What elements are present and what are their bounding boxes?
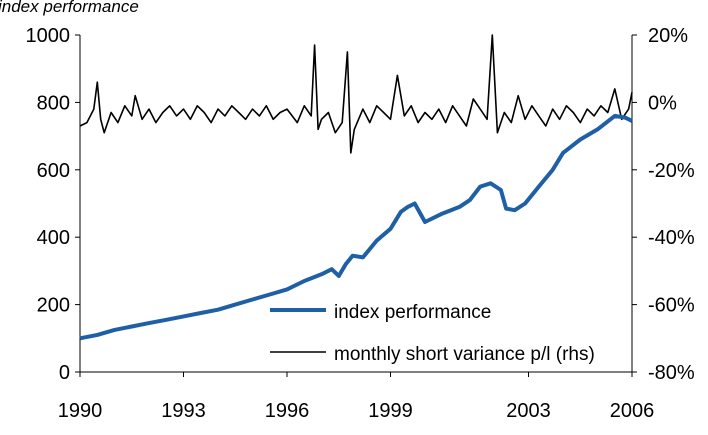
legend-label-index: index performance [334,302,491,323]
legend: index performance monthly short variance… [270,302,595,365]
left-tick-label: 200 [37,295,70,317]
left-tick-label: 1000 [26,25,71,47]
axes [79,35,633,373]
x-tick-label: 1999 [368,400,413,422]
series-line-variance [79,34,633,154]
right-axis-ticks: 20% 0% -20% -40% -60% -80% [632,25,695,384]
left-tick-label: 0 [59,362,70,384]
x-tick-label: 1990 [58,400,103,422]
left-tick-label: 600 [37,160,70,182]
x-tick-label: 2006 [610,400,655,422]
right-tick-label: -40% [648,227,695,249]
chart-title: index performance [0,0,139,16]
x-tick-label: 1996 [265,400,310,422]
right-tick-label: 0% [648,92,677,114]
right-tick-label: 20% [648,25,688,47]
legend-label-variance: monthly short variance p/l (rhs) [334,344,595,365]
right-tick-label: -60% [648,295,695,317]
series-line-index [79,113,633,341]
left-tick-label: 400 [37,227,70,249]
series-layer [79,34,633,341]
right-tick-label: -20% [648,160,695,182]
left-tick-label: 800 [37,92,70,114]
left-axis-ticks: 1000 800 600 400 200 0 [26,25,80,384]
x-tick-label: 1993 [161,400,206,422]
x-axis-ticks: 1990 1993 1996 1999 2003 2006 [58,372,655,422]
x-tick-label: 2003 [506,400,551,422]
right-tick-label: -80% [648,362,695,384]
